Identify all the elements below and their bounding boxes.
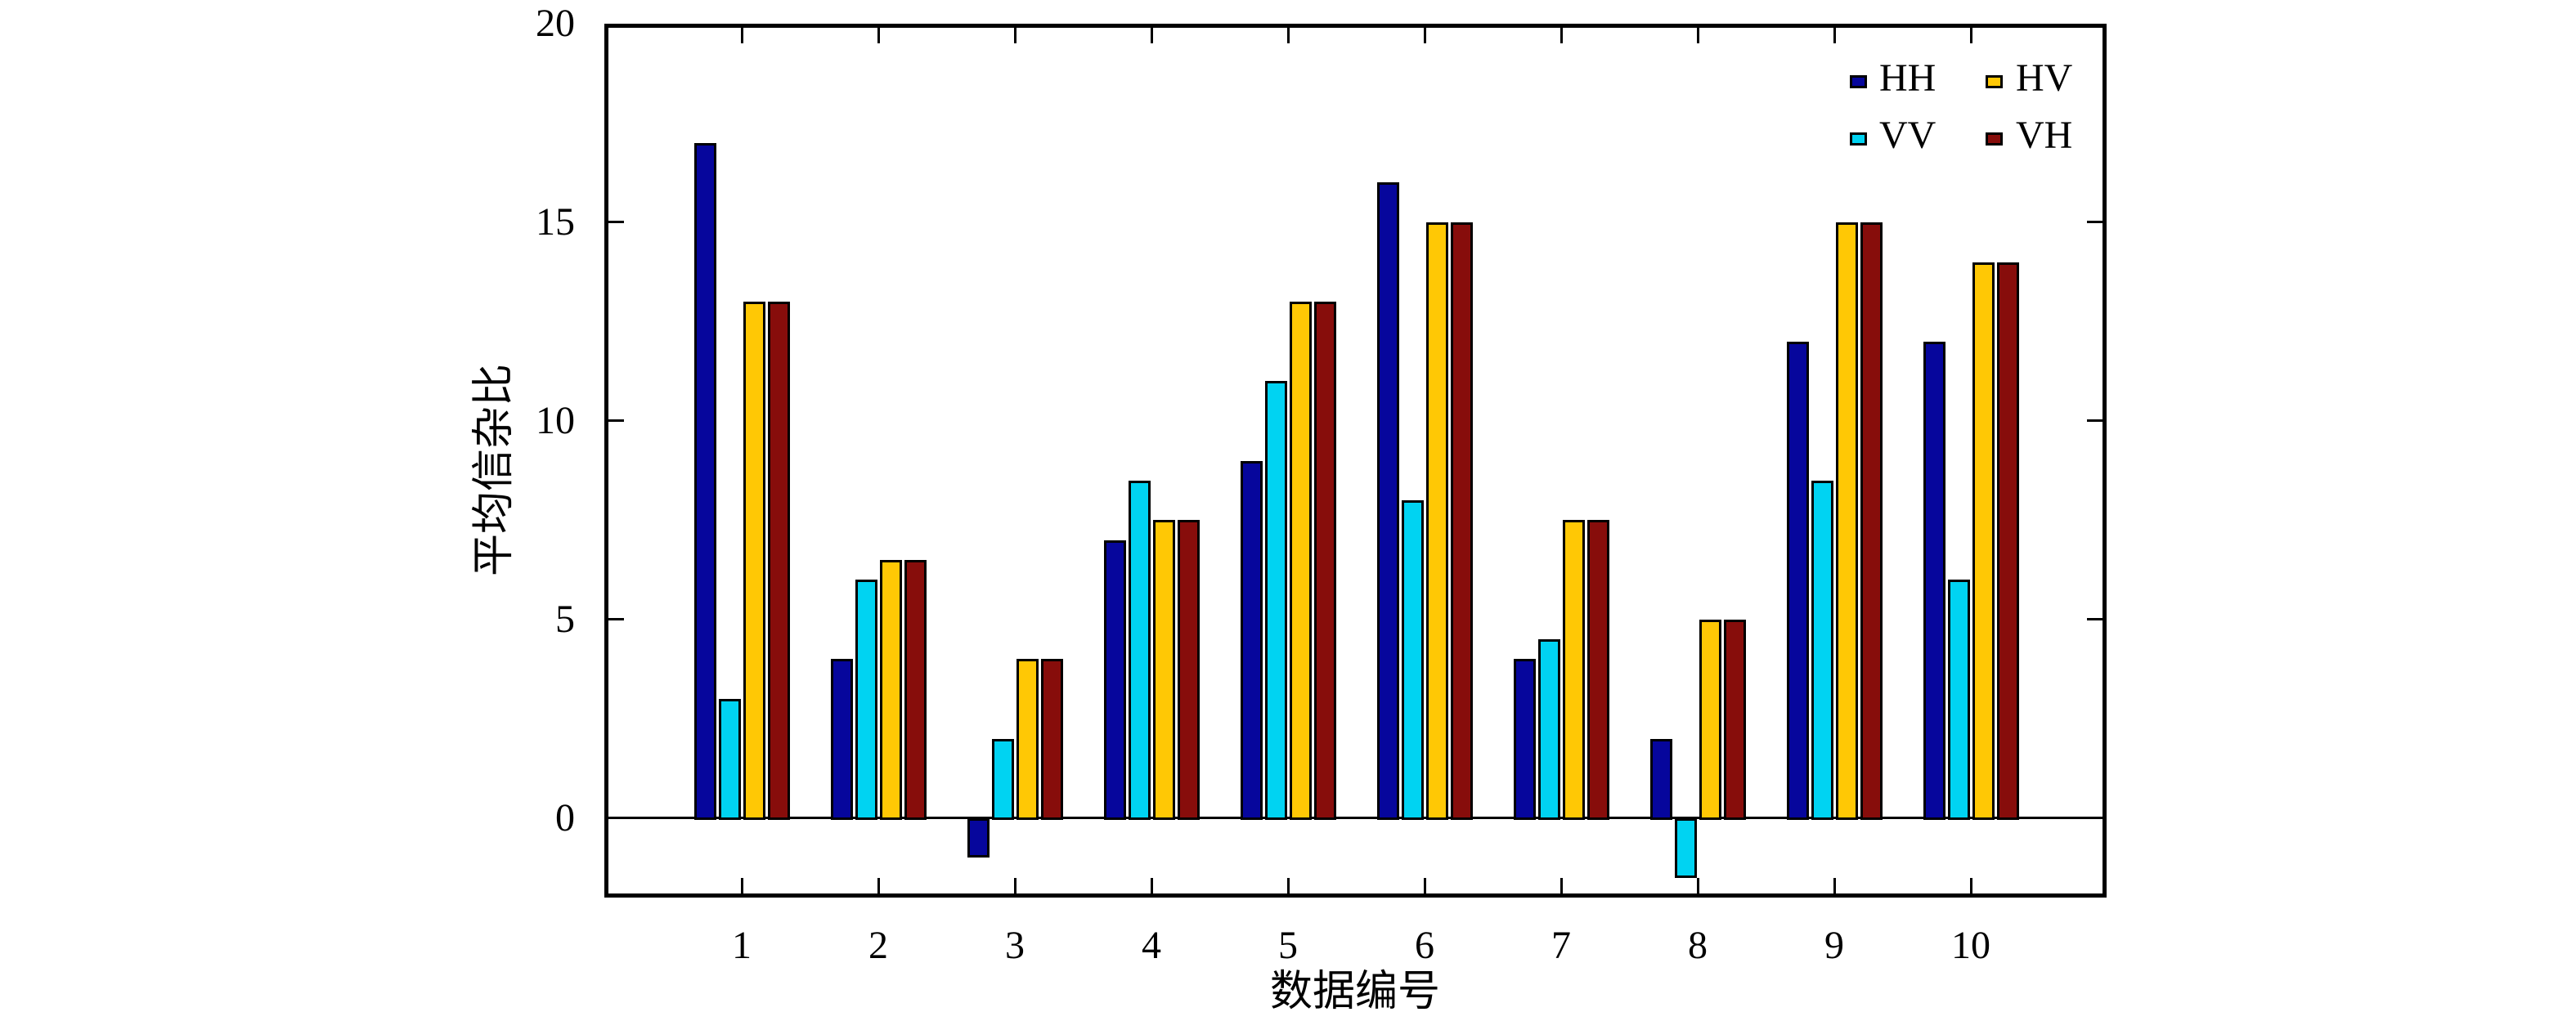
- x-tick-top-4: [1150, 28, 1153, 43]
- x-axis-title: 数据编号: [1269, 969, 1440, 1015]
- x-tick-bottom-8: [1696, 878, 1699, 893]
- x-tick-bottom-10: [1969, 878, 1972, 893]
- bar-HV-9: [1835, 222, 1858, 820]
- y-tick-label-15: 15: [536, 199, 575, 244]
- x-tick-top-8: [1696, 28, 1699, 43]
- bar-HV-7: [1562, 520, 1585, 820]
- bar-VV-6: [1401, 500, 1424, 820]
- y-tick-label-10: 10: [536, 398, 575, 442]
- bar-VH-2: [904, 559, 927, 820]
- bar-HH-6: [1376, 182, 1399, 820]
- bar-VV-10: [1947, 580, 1970, 820]
- bar-VV-8: [1674, 817, 1697, 878]
- x-tick-top-3: [1013, 28, 1016, 43]
- bar-VH-4: [1177, 520, 1200, 820]
- y-tick-right-0: [2087, 817, 2103, 820]
- bar-HV-5: [1289, 302, 1312, 820]
- legend-swatch-HV: [1986, 75, 2003, 88]
- legend-label-VV: VV: [1879, 114, 1936, 157]
- y-tick-right-10: [2087, 419, 2103, 423]
- x-tick-label-3: 3: [1005, 924, 1025, 967]
- x-tick-bottom-4: [1150, 878, 1153, 893]
- x-tick-bottom-5: [1286, 878, 1290, 893]
- bar-HH-2: [830, 659, 853, 820]
- x-tick-label-9: 9: [1824, 924, 1844, 967]
- x-tick-label-7: 7: [1551, 924, 1571, 967]
- bar-HH-9: [1786, 341, 1809, 820]
- bar-VH-10: [1996, 262, 2019, 820]
- x-tick-top-10: [1969, 28, 1972, 43]
- x-tick-label-8: 8: [1688, 924, 1708, 967]
- bar-HH-1: [693, 142, 716, 820]
- x-tick-bottom-7: [1560, 878, 1563, 893]
- bar-VV-3: [991, 738, 1014, 820]
- y-tick-left-5: [608, 618, 624, 621]
- y-tick-right-15: [2087, 221, 2103, 224]
- x-tick-top-1: [740, 28, 743, 43]
- bar-VV-9: [1811, 480, 1833, 820]
- bar-VH-1: [767, 302, 790, 820]
- y-tick-left-10: [608, 419, 624, 423]
- bar-VH-5: [1313, 302, 1336, 820]
- bar-VH-3: [1040, 659, 1063, 820]
- bar-HH-10: [1923, 341, 1945, 820]
- bar-VV-5: [1264, 381, 1287, 820]
- bar-HV-1: [743, 302, 765, 820]
- x-tick-top-7: [1560, 28, 1563, 43]
- bar-VH-8: [1723, 619, 1746, 820]
- x-tick-label-5: 5: [1278, 924, 1298, 967]
- bar-HV-6: [1425, 222, 1448, 820]
- y-tick-label-5: 5: [555, 597, 575, 641]
- bar-VV-4: [1128, 480, 1151, 820]
- plot-frame: [604, 24, 2107, 898]
- y-axis-title: 平均信杂比: [471, 364, 518, 577]
- zero-line: [608, 817, 2103, 820]
- bar-HV-3: [1016, 659, 1039, 820]
- x-tick-top-9: [1833, 28, 1836, 43]
- x-tick-top-6: [1423, 28, 1426, 43]
- bar-VV-1: [718, 699, 741, 820]
- bar-VV-2: [855, 580, 877, 820]
- x-tick-label-10: 10: [1951, 924, 1990, 967]
- x-tick-bottom-6: [1423, 878, 1426, 893]
- bar-VH-6: [1450, 222, 1473, 820]
- y-tick-right-5: [2087, 618, 2103, 621]
- bar-VH-7: [1586, 520, 1609, 820]
- x-tick-bottom-3: [1013, 878, 1016, 893]
- legend-label-VH: VH: [2016, 114, 2073, 157]
- y-tick-left-0: [608, 817, 624, 820]
- x-tick-bottom-9: [1833, 878, 1836, 893]
- bar-HH-8: [1649, 738, 1672, 820]
- legend-swatch-VV: [1850, 132, 1867, 146]
- bar-HH-7: [1513, 659, 1536, 820]
- bar-HV-8: [1699, 619, 1721, 820]
- bar-HV-4: [1152, 520, 1175, 820]
- legend-swatch-VH: [1986, 132, 2003, 146]
- x-tick-bottom-1: [740, 878, 743, 893]
- y-tick-label-20: 20: [536, 2, 575, 45]
- legend-swatch-HH: [1850, 75, 1867, 88]
- bar-VH-9: [1860, 222, 1883, 820]
- x-tick-top-2: [877, 28, 880, 43]
- x-tick-label-1: 1: [732, 924, 752, 967]
- legend-label-HV: HV: [2016, 56, 2073, 100]
- x-tick-label-2: 2: [868, 924, 888, 967]
- bar-VV-7: [1537, 639, 1560, 820]
- x-tick-bottom-2: [877, 878, 880, 893]
- bar-HH-4: [1103, 540, 1126, 820]
- x-tick-top-5: [1286, 28, 1290, 43]
- y-tick-left-15: [608, 221, 624, 224]
- legend-label-HH: HH: [1879, 56, 1936, 100]
- bar-HH-3: [967, 817, 990, 858]
- x-tick-label-4: 4: [1142, 924, 1161, 967]
- bar-HV-2: [879, 559, 902, 820]
- x-tick-label-6: 6: [1415, 924, 1434, 967]
- y-tick-label-0: 0: [555, 795, 575, 840]
- bar-HH-5: [1240, 460, 1263, 820]
- bar-HV-10: [1972, 262, 1995, 820]
